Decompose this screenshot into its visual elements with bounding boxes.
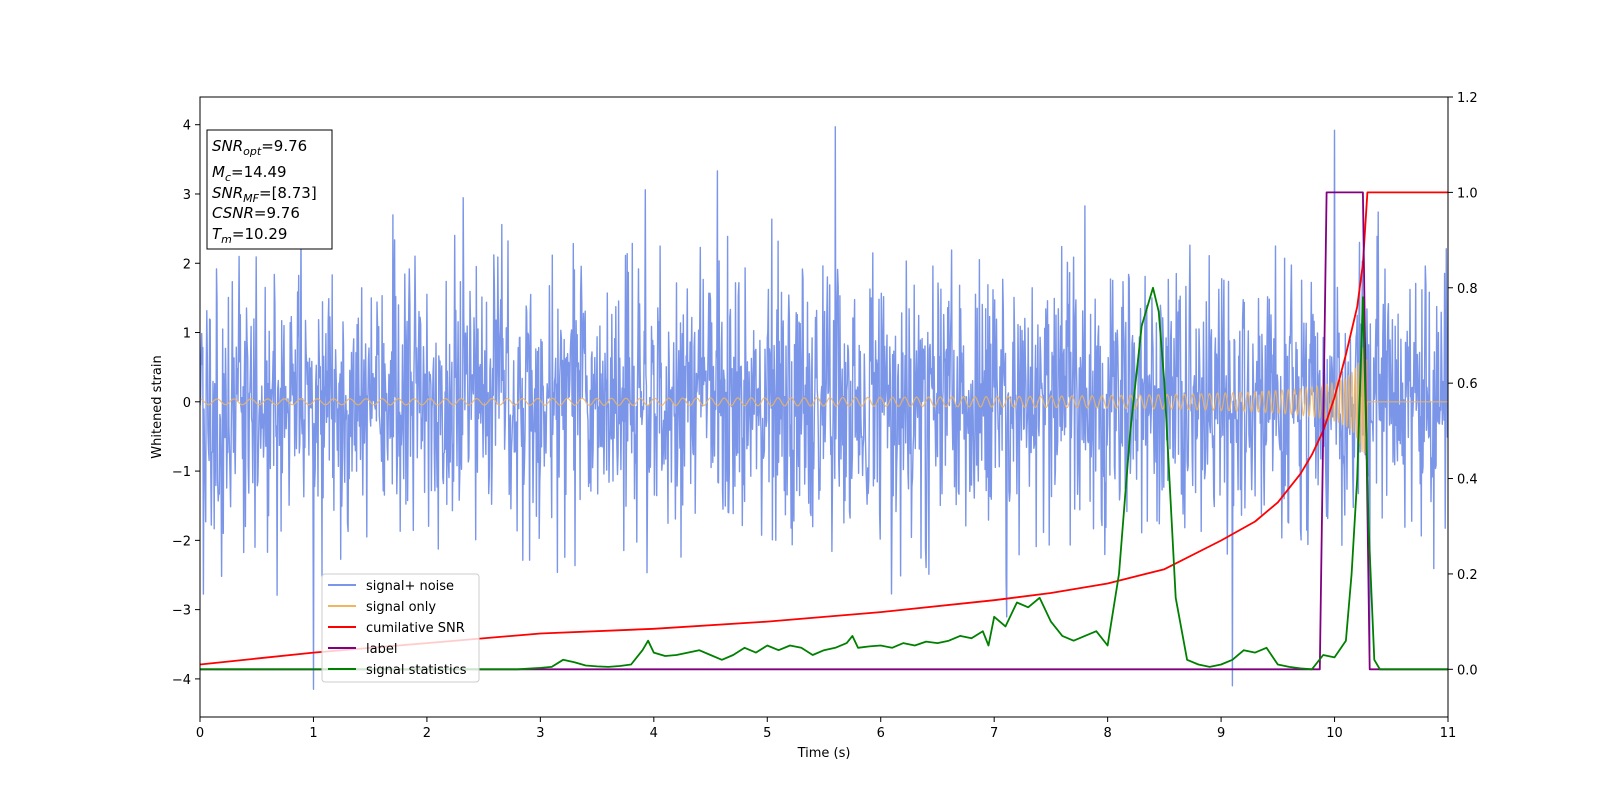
annotation-value: =14.49 (231, 163, 287, 181)
series-layer (200, 126, 1448, 690)
annotation-line: CSNR=9.76 (212, 204, 300, 222)
x-tick-label: 3 (536, 726, 544, 741)
y2-tick-label: 0.8 (1457, 282, 1478, 297)
x-tick-label: 1 (309, 726, 317, 741)
annotation-variable: SNR (212, 184, 243, 202)
annotation-variable: CSNR (212, 204, 254, 222)
y-tick-label: −2 (172, 534, 191, 549)
y-tick-label: 3 (183, 188, 191, 203)
legend-label: signal only (366, 600, 436, 615)
legend-frame (321, 573, 480, 683)
x-axis: 0 1 2 3 4 5 6 7 8 9 10 11 (196, 717, 1456, 741)
annotation-subscript: opt (243, 145, 262, 158)
x-axis-label: Time (s) (797, 746, 851, 761)
legend-label: label (366, 642, 397, 657)
y-tick-label: −1 (172, 465, 191, 480)
annotation-variable: SNR (212, 137, 243, 155)
y2-tick-label: 1.0 (1457, 186, 1478, 201)
x-tick-label: 8 (1103, 726, 1111, 741)
x-tick-label: 9 (1217, 726, 1225, 741)
annotation-line: Mc=14.49 (212, 163, 287, 184)
series-signal-only-line (200, 347, 1448, 454)
legend: signal+ noise signal only cumilative SNR la… (321, 573, 480, 683)
x-tick-label: 5 (763, 726, 771, 741)
x-tick-label: 0 (196, 726, 204, 741)
y-tick-label: 4 (183, 119, 191, 134)
x-tick-label: 10 (1326, 726, 1343, 741)
y-tick-label: −4 (172, 673, 191, 688)
annotation-frame (206, 129, 333, 250)
y2-tick-label: 0.0 (1457, 663, 1478, 678)
y2-tick-label: 0.2 (1457, 568, 1478, 583)
y-tick-label: −3 (172, 604, 191, 619)
y-tick-label: 1 (183, 327, 191, 342)
plot-frame (199, 96, 1449, 718)
y-tick-label: 2 (183, 257, 191, 272)
series-signal-statistics-line (200, 286, 1448, 671)
x-tick-label: 2 (423, 726, 431, 741)
annotation-subscript: m (221, 233, 232, 246)
legend-label: cumilative SNR (366, 621, 465, 636)
y-axis-label: Whitened strain (150, 355, 165, 458)
annotation-subscript: c (225, 171, 231, 184)
annotation-line: SNRopt=9.76 (212, 137, 307, 158)
stats-annotation: SNRopt=9.76Mc=14.49SNRMF=[8.73]CSNR=9.76… (206, 129, 333, 250)
annotation-value: =10.29 (232, 225, 288, 243)
annotation-value: =9.76 (261, 137, 307, 155)
series-cumilative-snr-line (200, 191, 1448, 666)
annotation-value: =9.76 (254, 204, 300, 222)
x-tick-label: 4 (650, 726, 658, 741)
series-signal-noise-line (200, 126, 1448, 690)
y-tick-label: 0 (183, 396, 191, 411)
annotation-subscript: MF (243, 192, 259, 205)
y2-tick-label: 0.6 (1457, 377, 1478, 392)
y2-tick-label: 0.4 (1457, 473, 1478, 488)
annotation-value: =[8.73] (259, 184, 317, 202)
annotation-variable: M (212, 163, 225, 181)
x-tick-label: 11 (1440, 726, 1457, 741)
y2-tick-label: 1.2 (1457, 91, 1478, 106)
y-axis-right: 1.2 1.0 0.8 0.6 0.4 0.2 0.0 (1448, 91, 1478, 678)
legend-label: signal statistics (366, 663, 467, 678)
x-tick-label: 6 (877, 726, 885, 741)
legend-label: signal+ noise (366, 579, 454, 594)
annotation-line: SNRMF=[8.73] (212, 184, 317, 205)
y-axis-left: 4 3 2 1 0 −1 −2 −3 −4 (172, 119, 200, 688)
x-tick-label: 7 (990, 726, 998, 741)
annotation-variable: T (212, 225, 223, 243)
annotation-line: Tm=10.29 (212, 225, 287, 246)
